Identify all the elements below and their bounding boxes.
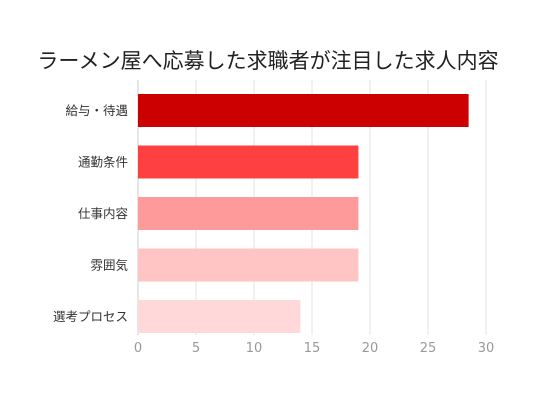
x-axis-ticks: 0 5 10 15 20 25 30 bbox=[134, 341, 494, 356]
x-tick-label: 15 bbox=[304, 341, 321, 356]
bar bbox=[138, 145, 359, 179]
x-tick-label: 0 bbox=[134, 341, 142, 356]
category-label: 給与・待遇 bbox=[65, 103, 128, 118]
x-tick-label: 30 bbox=[478, 341, 495, 356]
bar bbox=[138, 94, 469, 127]
category-label: 通勤条件 bbox=[78, 155, 128, 170]
category-label: 仕事内容 bbox=[78, 206, 128, 221]
bar bbox=[138, 248, 359, 282]
bar bbox=[138, 197, 359, 230]
category-label: 雰囲気 bbox=[90, 258, 128, 273]
chart-title: ラーメン屋へ応募した求職者が注目した求人内容 bbox=[37, 49, 499, 73]
x-tick-label: 20 bbox=[362, 341, 379, 356]
x-tick-label: 5 bbox=[192, 341, 200, 356]
x-tick-label: 10 bbox=[246, 341, 263, 356]
bars bbox=[138, 94, 469, 333]
category-label: 選考プロセス bbox=[53, 309, 128, 324]
x-tick-label: 25 bbox=[420, 341, 437, 356]
bar bbox=[138, 300, 301, 333]
